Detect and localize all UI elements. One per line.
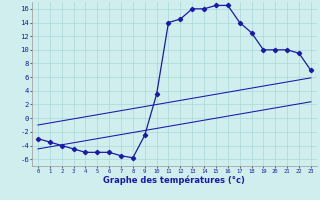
X-axis label: Graphe des températures (°c): Graphe des températures (°c)	[103, 175, 245, 185]
